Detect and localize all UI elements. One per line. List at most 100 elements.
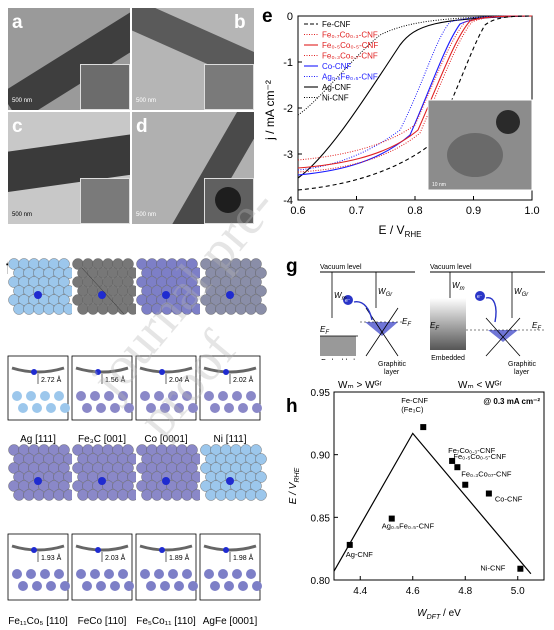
y-tick-label: 0 bbox=[287, 11, 293, 23]
wm-label: Wm bbox=[334, 291, 347, 302]
point-label: Fe₀.₅Co₀.₅-CNF bbox=[453, 452, 506, 461]
panel-letter-b: b bbox=[234, 12, 246, 33]
tem-image-b: 500 nm bbox=[132, 8, 254, 110]
ef-label: EF bbox=[430, 321, 439, 332]
panel-letter-g: g bbox=[286, 256, 298, 277]
x-tick-label: 4.4 bbox=[353, 586, 367, 597]
scale-bar-label: 500 nm bbox=[136, 212, 157, 218]
data-point bbox=[420, 424, 427, 431]
x-tick-label: 0.9 bbox=[466, 205, 481, 217]
y-tick-label: -2 bbox=[283, 103, 293, 115]
inset-image-c bbox=[80, 178, 130, 224]
polarization-curve-chart: 10 nm 0.6 0.7 0.8 0.9 1.0 0 -1 -2 -3 -4 Fe-CNF Fe… bbox=[263, 11, 540, 239]
data-point bbox=[462, 481, 469, 488]
y-tick-label: 0.80 bbox=[311, 576, 331, 587]
data-point bbox=[388, 515, 395, 522]
x-tick-label: 5.0 bbox=[511, 586, 525, 597]
structure-label: Ag [111] bbox=[20, 434, 56, 445]
data-point bbox=[454, 464, 461, 471]
scale-bar-label: 500 nm bbox=[136, 98, 157, 104]
data-point bbox=[449, 457, 456, 464]
point-label: Ni-CNF bbox=[480, 564, 505, 573]
adsorption-distance-label: 1.93 Å bbox=[41, 553, 62, 562]
adsorption-distance-label: 2.72 Å bbox=[41, 375, 62, 384]
y-tick-label: -4 bbox=[283, 195, 293, 207]
y-tick-label: 0.85 bbox=[311, 513, 331, 524]
electron-label: e⁻ bbox=[477, 294, 483, 300]
condition-label: Wₘ > Wᴳʳ bbox=[338, 380, 382, 391]
embedded-metal-label: Embedded bbox=[431, 355, 465, 360]
adsorption-distance-label: 2.04 Å bbox=[169, 375, 190, 384]
y-tick-label: 0.95 bbox=[311, 388, 331, 399]
scale-bar-label: 500 nm bbox=[12, 98, 33, 104]
point-label: Fe₀.₃Co₀₇-CNF bbox=[461, 470, 512, 479]
legend-label: Fe₀.₃Co₀.₇-CNF bbox=[322, 52, 378, 61]
adsorption-distance-label: 1.56 Å bbox=[105, 375, 126, 384]
svg-text:10 nm: 10 nm bbox=[432, 182, 446, 188]
y-tick-label: -1 bbox=[283, 57, 293, 69]
wgr-label: WGr bbox=[514, 287, 529, 298]
curve-ni-cnf bbox=[297, 15, 533, 116]
y-tick-label: -3 bbox=[283, 149, 293, 161]
vacuum-level-label: Vacuum level bbox=[320, 264, 362, 271]
panel-letter-a: a bbox=[12, 12, 23, 33]
panel-letter-h: h bbox=[286, 396, 298, 417]
scale-bar-label: 500 nm bbox=[12, 212, 33, 218]
adsorption-distance-label: 2.02 Å bbox=[233, 375, 254, 384]
wgr-label: WGr bbox=[378, 287, 393, 298]
electron-label: e⁻ bbox=[345, 298, 351, 304]
curve-fe05co05 bbox=[297, 15, 533, 169]
point-label: Ag₀.₅Fe₀.₅-CNF bbox=[382, 522, 435, 531]
graphitic-layer-label: Graphitic bbox=[378, 361, 407, 368]
legend-label: Ag-CNF bbox=[322, 83, 351, 92]
x-tick-label: 0.7 bbox=[349, 205, 364, 217]
data-point bbox=[346, 541, 353, 548]
chart-annotation: @ 0.3 mA cm⁻² bbox=[483, 397, 540, 406]
x-axis-label: WDFT / eV bbox=[417, 608, 461, 621]
x-tick-label: 0.6 bbox=[290, 205, 305, 217]
point-label: Co-CNF bbox=[495, 495, 523, 504]
curve-fe07co03 bbox=[297, 15, 533, 173]
graphitic-layer-label: Graphitic bbox=[508, 361, 537, 368]
inset-image-b bbox=[204, 64, 254, 110]
structure-label: Fe₁₁Co₅ [110] bbox=[8, 616, 68, 627]
data-point bbox=[485, 490, 492, 497]
point-label: Ag-CNF bbox=[346, 550, 374, 559]
y-tick-label: 0.90 bbox=[311, 451, 331, 462]
x-axis-label: E / VRHE bbox=[379, 223, 422, 239]
embedded-metal-label: Embedded bbox=[321, 359, 355, 360]
panel-letter-e: e bbox=[262, 6, 273, 27]
legend-label: Fe₀.₅Co₀.₅-CNF bbox=[322, 41, 378, 50]
volcano-plot: 4.4 4.6 4.8 5.0 0.80 0.85 0.90 0.95 Fe-CNF(Fe₃C)… bbox=[288, 388, 545, 621]
panel-letter-c: c bbox=[12, 116, 23, 137]
structure-label: Co [0001] bbox=[144, 434, 188, 445]
volcano-line bbox=[333, 432, 532, 575]
ef-label: EF bbox=[532, 321, 541, 332]
y-axis-label: j / mA cm⁻² bbox=[263, 80, 277, 141]
x-tick-label: 4.8 bbox=[458, 586, 472, 597]
adsorption-distance-label: 1.98 Å bbox=[233, 553, 254, 562]
legend-label: Ag₀.₅Fe₀.₅-CNF bbox=[322, 73, 378, 82]
panel-letter-d: d bbox=[136, 116, 148, 137]
ef-label: EF bbox=[320, 325, 329, 336]
legend-label: Co-CNF bbox=[322, 62, 351, 71]
adsorption-distance-label: 2.03 Å bbox=[105, 553, 126, 562]
inset-image-d bbox=[204, 178, 254, 224]
graphitic-layer-label: layer bbox=[514, 369, 530, 376]
y-axis-label: E / VRHE bbox=[288, 467, 301, 504]
x-tick-label: 4.6 bbox=[406, 586, 420, 597]
condition-label: Wₘ < Wᴳʳ bbox=[458, 380, 502, 391]
inset-image-a bbox=[80, 64, 130, 110]
structure-label: Fe₃C [001] bbox=[78, 434, 126, 445]
work-function-diagram: Vacuum level Vacuum level Wm WGr Wm WGr EF EF EF… bbox=[320, 264, 545, 360]
ef-label: EF bbox=[402, 317, 411, 328]
structure-label: Ni [111] bbox=[214, 434, 247, 445]
vacuum-level-label: Vacuum level bbox=[430, 264, 472, 271]
structure-label: AgFe [0001] bbox=[203, 616, 258, 627]
graphitic-layer-label: layer bbox=[384, 369, 400, 376]
tem-image-a: 500 nm bbox=[8, 8, 130, 110]
tem-image-c: 500 nm bbox=[8, 112, 130, 224]
legend-label: Ni-CNF bbox=[322, 94, 349, 103]
tem-image-d: 500 nm bbox=[132, 112, 254, 224]
x-tick-label: 1.0 bbox=[524, 205, 539, 217]
